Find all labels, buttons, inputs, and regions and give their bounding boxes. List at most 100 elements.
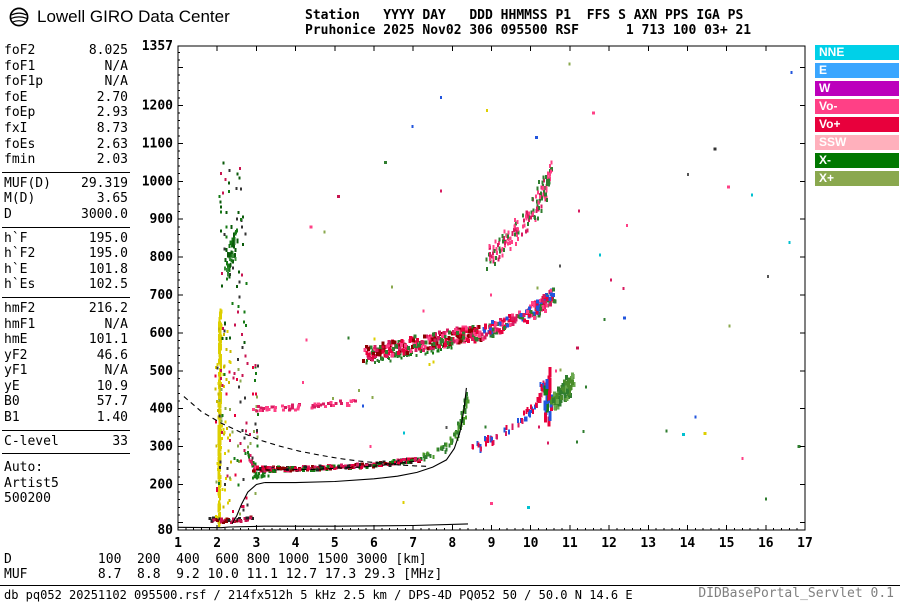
param-foF1: foF1 N/A [2,59,130,75]
svg-text:1100: 1100 [142,136,173,151]
auto-scaler-line: Auto: [4,460,44,476]
svg-text:900: 900 [150,212,174,227]
param-B1: B1 1.40 [2,410,130,426]
param-value: 2.63 [96,136,128,152]
param-yF1: yF1 N/A [2,363,130,379]
param-panel: foF2 8.025 foF1 N/A foF1p N/A foE 2.70 foEp 2.93 f… [2,40,130,507]
cluster-second-hop-low [252,399,357,413]
cluster-f-trace-start-hook [247,450,258,471]
legend-SSW: SSW [815,135,899,150]
param-fxI: fxI 8.73 [2,121,130,137]
svg-text:17: 17 [797,536,813,551]
param-label: M(D) [4,191,36,207]
param-label: yF1 [4,363,28,379]
svg-text:10: 10 [523,536,539,551]
param-group: hmF2 216.2 hmF1 N/A hmE 101.1 yF2 46.6 yF1 N/A yE 1… [2,298,130,431]
param-yF2: yF2 46.6 [2,348,130,364]
cluster-es-trace [208,515,254,524]
svg-text:16: 16 [758,536,774,551]
param-value: 33 [112,433,128,449]
legend-X: X+ [815,171,899,186]
param-value: 2.93 [96,105,128,121]
distance-row: D 100 200 400 600 800 1000 1500 3000 [km… [4,552,427,567]
param-value: 195.0 [88,246,128,262]
svg-text:2: 2 [213,536,221,551]
cluster-third-hop-spread [485,177,551,271]
param-foE: foE 2.70 [2,90,130,106]
station-header-values: Pruhonice 2025 Nov02 306 095500 RSF 1 71… [305,23,752,38]
param-value: 101.8 [88,261,128,277]
cluster-interference-scatter [214,327,232,524]
param-label: foF2 [4,43,36,58]
param-foEp: foEp 2.93 [2,105,130,121]
param-h-E: h`E 101.8 [2,262,130,278]
param-label: fmin [4,152,36,168]
param-value: 195.0 [88,230,128,246]
giro-logo-icon [9,7,29,27]
line-muf-transmission-curve [183,396,427,467]
param-value: N/A [104,363,128,379]
cluster-isolated-echoes [309,111,801,509]
plot-frame [177,45,806,531]
param-foEs: foEs 2.63 [2,137,130,153]
svg-text:9: 9 [488,536,496,551]
line-e-f-valley [231,482,265,524]
param-label: yF2 [4,347,28,363]
param-label: h`F [4,230,28,246]
svg-text:1000: 1000 [142,174,173,189]
svg-text:200: 200 [150,478,174,493]
param-label: hmF1 [4,316,36,332]
auto-scaler-line: 500200 [4,491,51,507]
param-hmE: hmE 101.1 [2,332,130,348]
svg-text:5: 5 [331,536,339,551]
param-value: 3.65 [96,191,128,207]
param-group: h`F 195.0 h`F2 195.0 h`E 101.8 h`Es 102.5 [2,228,130,298]
svg-text:4: 4 [292,536,300,551]
param-label: h`E [4,261,28,277]
svg-text:1: 1 [174,536,182,551]
param-value: 2.70 [96,89,128,105]
param-value: 29.319 [81,175,128,191]
param-label: B0 [4,394,20,410]
svg-text:500: 500 [150,364,174,379]
param-label: h`F2 [4,246,36,262]
param-group: foF2 8.025 foF1 N/A foF1p N/A foE 2.70 foEp 2.93 f… [2,40,130,173]
direction-legend: NNE E W Vo- Vo+ SSW X- X+ [815,45,899,189]
footer-divider [0,585,900,586]
param-value: 46.6 [96,347,128,363]
legend-W: W [815,81,899,96]
svg-text:600: 600 [150,326,174,341]
axis-ticks [177,46,806,531]
param-value: 101.1 [88,332,128,348]
param-value: N/A [104,316,128,332]
station-header: Station YYYY DAY DDD HHMMSS P1 FFS S AXN… [305,8,751,38]
svg-text:300: 300 [150,440,174,455]
param-D: D 3000.0 [2,207,130,223]
legend-Vo: Vo+ [815,117,899,132]
param-label: hmF2 [4,300,36,316]
legend-NNE: NNE [815,45,899,60]
param-fmin: fmin 2.03 [2,152,130,168]
param-value: 1.40 [96,410,128,426]
svg-text:6: 6 [370,536,378,551]
param-label: yE [4,378,20,394]
svg-text:12: 12 [601,536,617,551]
param-label: h`Es [4,277,36,293]
echo-points [208,62,801,527]
param-label: MUF(D) [4,175,51,191]
param-label: foE [4,89,28,105]
cluster-noise-high [218,161,248,361]
footer-note: db pq052 20251102 095500.rsf / 214fx512h… [4,588,633,602]
param-MUF-D-: MUF(D) 29.319 [2,176,130,192]
param-value: 57.7 [96,394,128,410]
param-value: 8.73 [96,120,128,136]
param-hmF1: hmF1 N/A [2,317,130,333]
svg-text:3: 3 [252,536,260,551]
svg-text:13: 13 [640,536,656,551]
svg-text:14: 14 [680,536,696,551]
svg-text:15: 15 [719,536,735,551]
param-label: foEp [4,105,36,121]
param-group: C-level 33 [2,431,130,455]
svg-text:1200: 1200 [142,99,173,114]
